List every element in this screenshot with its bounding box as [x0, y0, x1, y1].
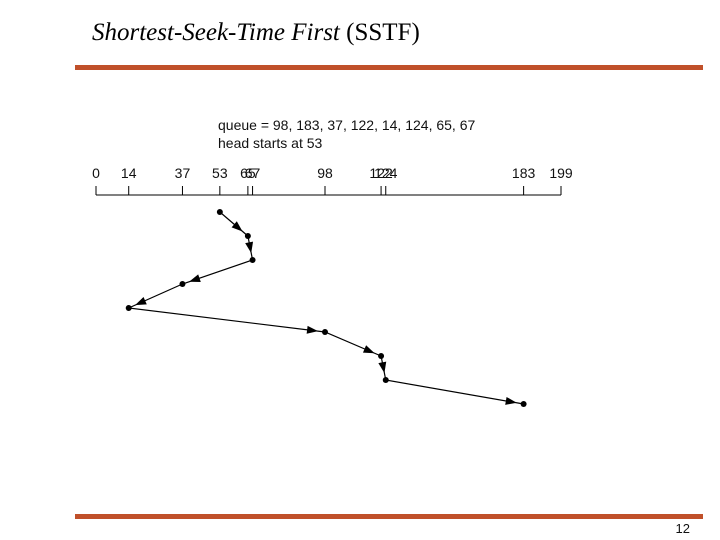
x-tick-label: 183 [512, 165, 536, 181]
arrowhead [231, 221, 243, 232]
point [378, 353, 385, 359]
x-tick-label: 122 [369, 165, 393, 181]
annotation: queue = 98, 183, 37, 122, 14, 124, 65, 6… [218, 117, 475, 133]
x-tick-label: 199 [549, 165, 573, 181]
arrowhead [245, 241, 254, 254]
point [249, 257, 256, 263]
x-tick-label: 14 [121, 165, 137, 181]
arrowhead [362, 345, 375, 354]
arrowhead [505, 396, 517, 405]
arrowhead [189, 274, 201, 282]
page-number: 12 [676, 521, 690, 536]
point [244, 233, 251, 239]
arrowhead [306, 325, 319, 334]
point [520, 401, 527, 407]
top-rule [75, 65, 703, 70]
point [179, 281, 186, 287]
x-tick-label: 65 [240, 165, 256, 181]
x-tick-label: 98 [317, 165, 333, 181]
point [382, 377, 389, 383]
x-tick-label: 37 [175, 165, 191, 181]
slide-title: Shortest-Seek-Time First (SSTF) [92, 19, 420, 46]
arrowhead [135, 297, 147, 306]
point [216, 209, 223, 215]
x-tick-label: 124 [374, 165, 398, 181]
title-rest: (SSTF) [346, 19, 420, 46]
x-tick-label: 67 [245, 165, 261, 181]
chart: queue = 98, 183, 37, 122, 14, 124, 65, 6… [92, 117, 573, 407]
annotation: head starts at 53 [218, 135, 323, 151]
point [321, 329, 328, 335]
x-tick-label: 53 [212, 165, 228, 181]
arrowhead [378, 361, 387, 374]
seek-path [126, 211, 524, 405]
title-italic: Shortest-Seek-Time First [92, 19, 341, 46]
point [125, 305, 132, 311]
bottom-rule [75, 514, 703, 519]
x-tick-label: 0 [92, 165, 100, 181]
